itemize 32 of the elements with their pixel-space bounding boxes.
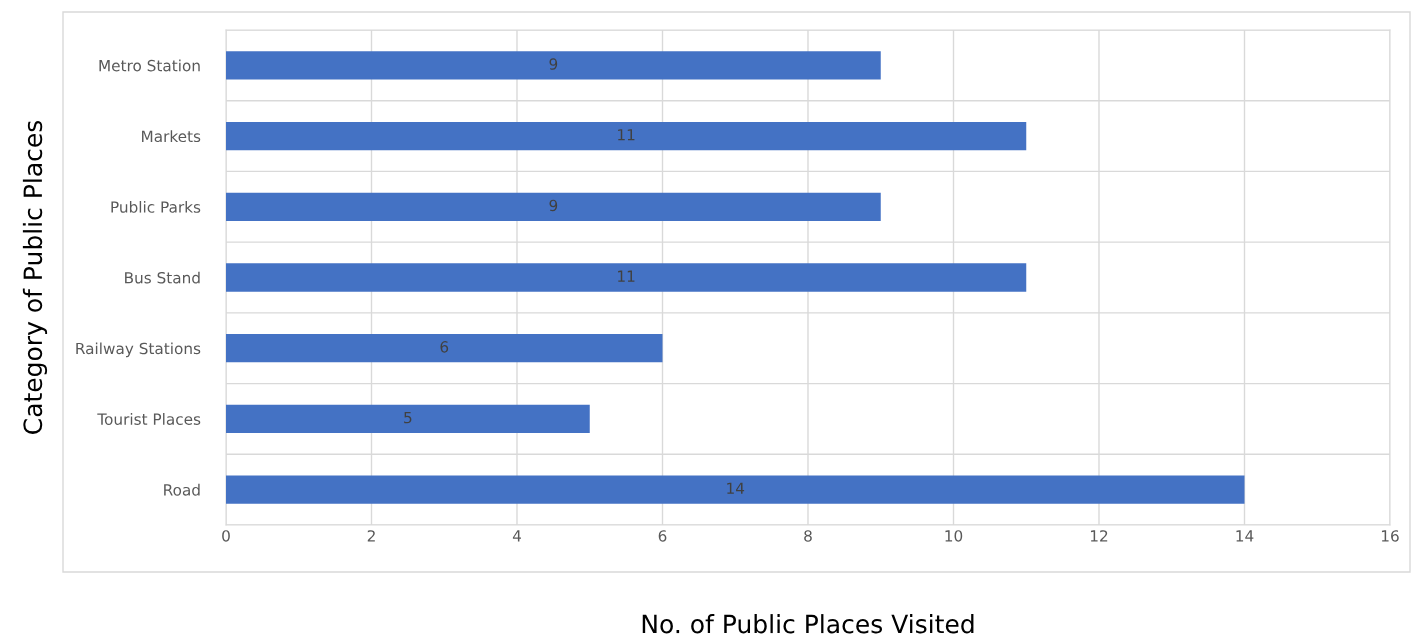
x-tick-label: 2 (367, 530, 375, 542)
data-label: 14 (727, 482, 745, 494)
data-label: 6 (440, 341, 449, 353)
data-label: 9 (549, 199, 558, 212)
y-tick-label: Tourist Places (97, 413, 201, 425)
y-tick-label: Road (164, 483, 200, 496)
y-tick-label: Markets (142, 130, 201, 143)
y-tick-label: Metro Station (99, 59, 200, 72)
x-tick-label: 14 (1236, 530, 1254, 542)
x-tick-label: 10 (945, 530, 963, 542)
bar (226, 192, 881, 221)
x-tick-label: 4 (512, 530, 521, 542)
x-tick-label: 6 (658, 530, 667, 542)
bar (226, 263, 1027, 292)
bar (226, 404, 590, 434)
x-tick-label: 0 (222, 530, 230, 542)
y-tick-label: Public Parks (111, 200, 201, 213)
y-tick-label: Railway Stations (76, 342, 201, 358)
bar (226, 334, 663, 363)
bar (226, 475, 1245, 504)
x-axis-title: No. of Public Places Visited (642, 614, 974, 634)
y-axis-title: Category of Public Places (22, 120, 48, 434)
x-tick-label: 12 (1090, 530, 1108, 542)
bar (226, 51, 881, 80)
x-tick-label: 16 (1381, 530, 1399, 542)
y-tick-label: Bus Stand (125, 271, 200, 284)
bar (226, 121, 1027, 151)
data-label: 9 (549, 58, 558, 70)
x-tick-label: 8 (804, 530, 812, 542)
data-label: 5 (404, 412, 412, 424)
data-label: 11 (618, 270, 635, 282)
data-label: 11 (618, 129, 635, 141)
